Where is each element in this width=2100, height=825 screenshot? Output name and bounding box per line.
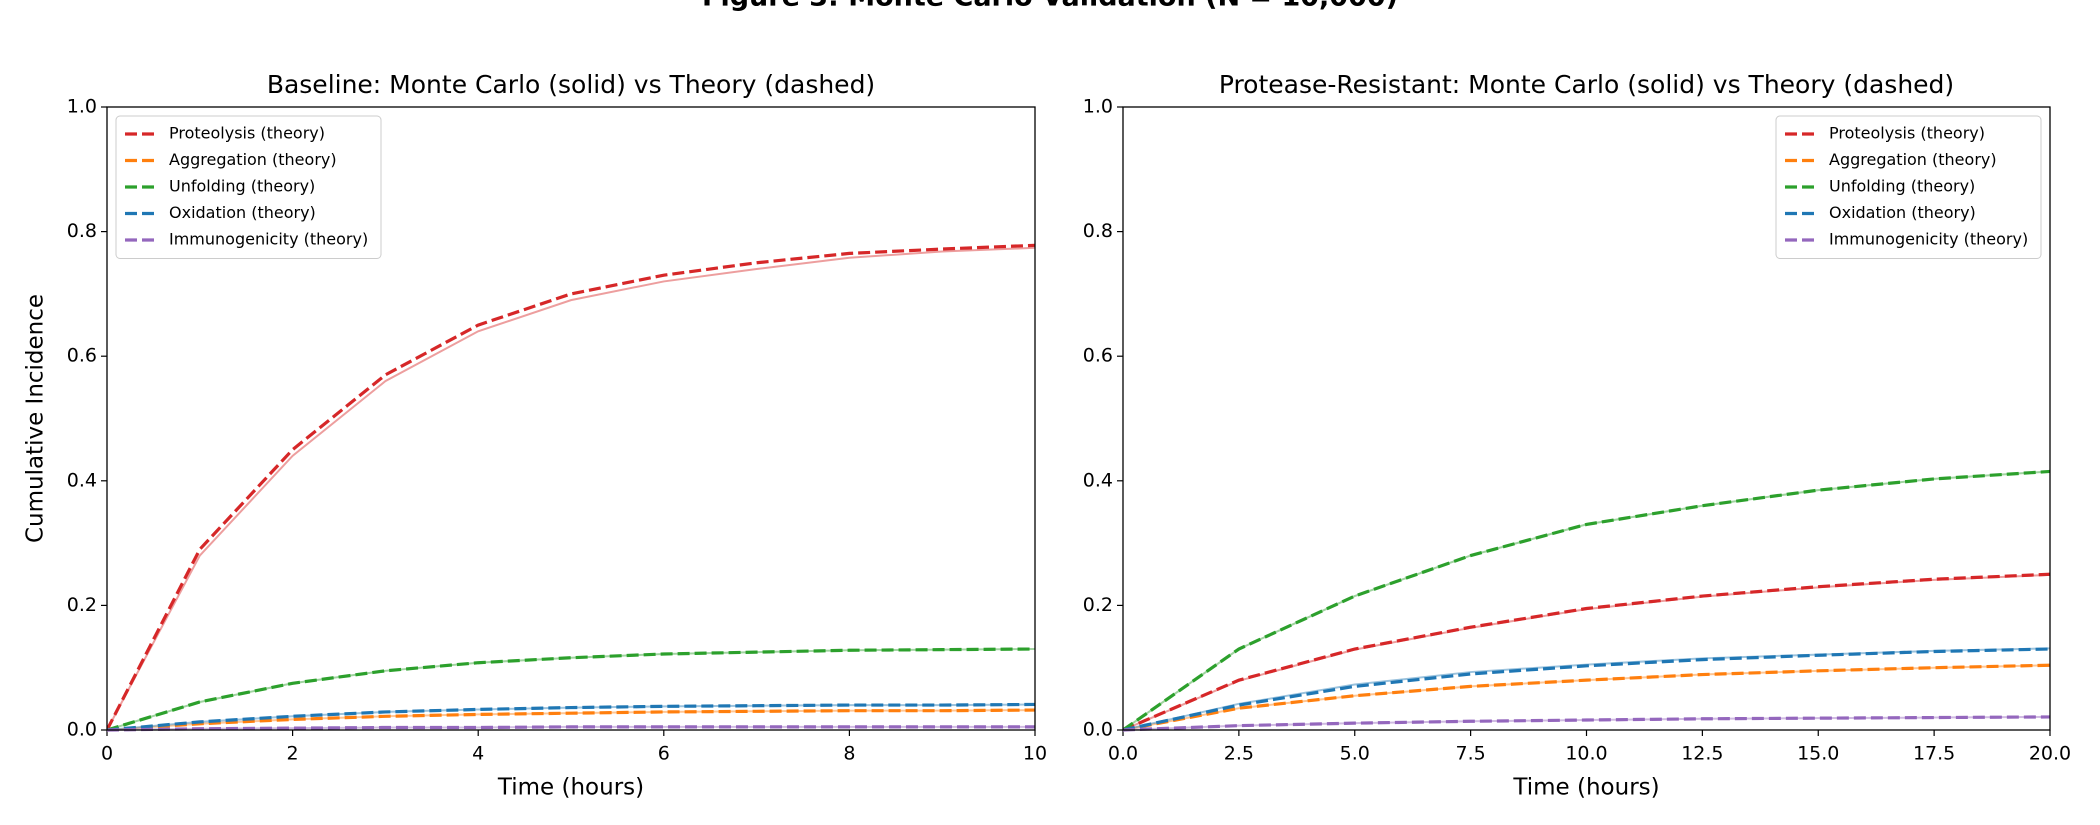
- x-tick-label: 2.5: [1224, 743, 1254, 765]
- y-tick-label: 0.8: [67, 220, 97, 242]
- y-tick-label: 0.4: [67, 469, 97, 491]
- x-tick-label: 2: [287, 743, 299, 765]
- axes-frame: [106, 106, 1036, 731]
- legend-label: Unfolding (theory): [169, 177, 315, 196]
- x-tick-label: 8: [843, 743, 855, 765]
- series-line: [1123, 647, 2050, 732]
- y-tick-label: 0.2: [67, 594, 97, 616]
- series-line: [1123, 469, 2050, 732]
- y-tick-label: 0.2: [1083, 594, 1113, 616]
- legend-box: [115, 115, 382, 259]
- y-tick-label: 0.0: [1083, 719, 1113, 741]
- series-line: [107, 702, 1035, 732]
- y-tick-label: 1.0: [1083, 96, 1113, 118]
- x-tick-label: 4: [472, 743, 484, 765]
- series-line: [1123, 715, 2050, 732]
- legend-label: Proteolysis (theory): [1829, 124, 1985, 143]
- series-line: [1123, 572, 2050, 732]
- y-tick-label: 1.0: [67, 96, 97, 118]
- series-line: [107, 725, 1035, 732]
- figure-title: Figure 3: Monte Carlo Validation (N = 10…: [702, 0, 1398, 13]
- x-axis-label: Time (hours): [1512, 775, 1659, 801]
- axes-frame: [1122, 106, 2051, 731]
- x-tick-label: 20.0: [2029, 743, 2071, 765]
- y-tick-label: 0.0: [67, 719, 97, 741]
- x-tick-label: 15.0: [1797, 743, 1839, 765]
- x-tick-label: 7.5: [1456, 743, 1486, 765]
- x-tick-label: 10.0: [1565, 743, 1607, 765]
- legend-label: Immunogenicity (theory): [1829, 230, 2028, 249]
- series-line: [107, 246, 1035, 731]
- y-tick-label: 0.4: [1083, 469, 1113, 491]
- legend-label: Oxidation (theory): [169, 203, 316, 222]
- y-tick-label: 0.6: [1083, 345, 1113, 367]
- y-tick-label: 0.6: [67, 345, 97, 367]
- legend-label: Aggregation (theory): [1829, 150, 1997, 169]
- legend-label: Oxidation (theory): [1829, 203, 1976, 222]
- x-tick-label: 6: [658, 743, 670, 765]
- legend-label: Proteolysis (theory): [169, 124, 325, 143]
- x-tick-label: 17.5: [1913, 743, 1955, 765]
- series-line: [107, 647, 1035, 732]
- legend-box: [1775, 115, 2042, 259]
- series-line: [107, 708, 1035, 732]
- x-tick-label: 0: [101, 743, 113, 765]
- legend-label: Unfolding (theory): [1829, 177, 1975, 196]
- series-line: [1123, 663, 2050, 732]
- series-line: [1123, 470, 2050, 731]
- x-tick-label: 0.0: [1108, 743, 1138, 765]
- y-tick-label: 0.8: [1083, 220, 1113, 242]
- chart-title: Protease-Resistant: Monte Carlo (solid) …: [1219, 70, 1954, 99]
- legend-label: Aggregation (theory): [169, 150, 337, 169]
- y-axis-label: Cumulative Incidence: [23, 294, 49, 543]
- x-tick-label: 12.5: [1681, 743, 1723, 765]
- chart-title: Baseline: Monte Carlo (solid) vs Theory …: [267, 70, 875, 99]
- x-axis-label: Time (hours): [497, 775, 644, 801]
- series-line: [107, 243, 1035, 731]
- x-tick-label: 10: [1023, 743, 1047, 765]
- legend-label: Immunogenicity (theory): [169, 230, 368, 249]
- x-tick-label: 5.0: [1340, 743, 1370, 765]
